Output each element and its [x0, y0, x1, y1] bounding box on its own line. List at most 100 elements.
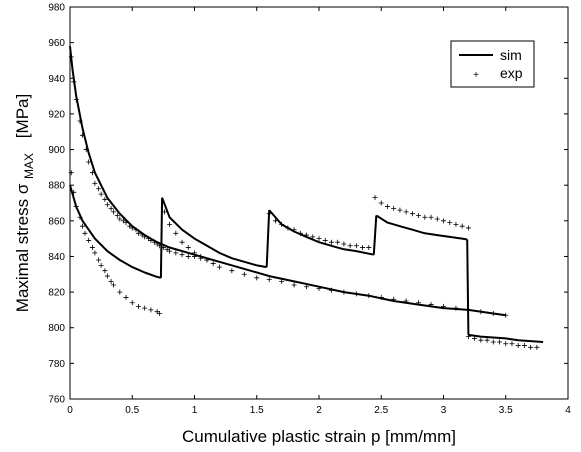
- sim-line-segment: [375, 214, 468, 241]
- exp-point: [133, 227, 139, 233]
- exp-point: [266, 277, 272, 283]
- exp-point: [484, 337, 490, 343]
- exp-point: [117, 289, 123, 295]
- exp-point: [503, 312, 509, 318]
- sim-line-segment: [69, 184, 162, 279]
- exp-point: [167, 221, 173, 227]
- exp-point: [310, 234, 316, 240]
- exp-point: [108, 205, 114, 211]
- exp-point: [198, 253, 204, 259]
- exp-point: [509, 341, 515, 347]
- sim-line-segment: [466, 239, 470, 335]
- exp-point: [142, 234, 148, 240]
- exp-point: [409, 211, 415, 217]
- exp-point: [89, 170, 95, 176]
- exp-point: [397, 207, 403, 213]
- exp-point: [465, 307, 471, 313]
- exp-point: [73, 204, 79, 210]
- y-tick-label: 860: [48, 216, 65, 227]
- exp-point: [441, 303, 446, 309]
- exp-point: [254, 275, 260, 281]
- y-axis-label: Maximal stress σ MAX [MPa]: [13, 94, 37, 312]
- exp-point: [86, 159, 92, 165]
- exp-point: [372, 195, 378, 201]
- exp-point: [341, 289, 347, 295]
- exp-point: [304, 284, 310, 290]
- sim-line-segment: [159, 197, 164, 278]
- exp-point: [353, 243, 359, 249]
- exp-point: [347, 243, 353, 249]
- y-tick-label: 800: [48, 323, 65, 334]
- legend-exp-label: exp: [500, 65, 523, 81]
- exp-point: [378, 200, 384, 206]
- exp-point: [89, 245, 95, 251]
- exp-point: [102, 268, 108, 274]
- exp-point: [328, 239, 334, 245]
- exp-point: [83, 147, 89, 153]
- y-tick-label: 820: [48, 288, 65, 299]
- exp-point: [192, 250, 197, 256]
- exp-point: [322, 237, 328, 243]
- exp-point: [82, 230, 88, 236]
- exp-point: [148, 307, 154, 313]
- exp-point: [73, 97, 79, 103]
- exp-point: [472, 335, 478, 341]
- exp-point: [328, 287, 334, 293]
- legend-box: [450, 40, 535, 88]
- x-tick-label: 4: [565, 405, 571, 416]
- exp-point: [123, 294, 129, 300]
- exp-point: [185, 245, 191, 251]
- legend-sim-label: sim: [500, 47, 522, 63]
- exp-point: [79, 223, 85, 229]
- exp-point: [135, 303, 141, 309]
- exp-point: [204, 257, 210, 263]
- exp-point: [441, 218, 446, 224]
- exp-point: [98, 262, 104, 268]
- exp-point: [378, 294, 384, 300]
- x-tick-label: 1.5: [250, 405, 264, 416]
- exp-point: [173, 250, 179, 256]
- y-tick-label: 840: [48, 252, 65, 263]
- exp-point: [148, 237, 154, 243]
- sim-line-segment: [468, 333, 544, 343]
- exp-point: [291, 227, 297, 233]
- exp-point: [179, 239, 185, 245]
- exp-point: [102, 196, 108, 202]
- exp-point: [266, 211, 272, 217]
- y-tick-label: 960: [48, 38, 65, 49]
- exp-point: [77, 214, 83, 220]
- exp-point: [123, 220, 129, 226]
- y-tick-label: 780: [48, 359, 65, 370]
- exp-point: [77, 118, 83, 124]
- exp-point: [503, 341, 509, 347]
- exp-point: [403, 298, 409, 304]
- exp-point: [111, 209, 117, 215]
- exp-point: [216, 264, 222, 270]
- series-sim-1: [69, 46, 506, 317]
- sim-line-segment: [69, 46, 506, 317]
- sim-line-segment: [268, 209, 375, 256]
- exp-point: [96, 257, 102, 263]
- exp-point: [465, 334, 471, 340]
- exp-point: [157, 243, 163, 249]
- exp-point: [291, 282, 297, 288]
- y-axis-label-sub: MAX: [22, 153, 36, 179]
- exp-point: [241, 271, 247, 277]
- exp-point: [465, 225, 471, 231]
- exp-point: [114, 212, 120, 218]
- y-tick-label: 920: [48, 109, 65, 120]
- exp-point: [534, 344, 540, 350]
- sim-line-segment: [161, 197, 267, 269]
- exp-point: [360, 245, 366, 251]
- exp-point: [416, 212, 422, 218]
- exp-point: [210, 261, 216, 267]
- exp-point: [447, 220, 453, 226]
- exp-point: [185, 253, 191, 259]
- y-axis-label-main: Maximal stress σ: [13, 183, 32, 312]
- exp-point: [366, 245, 372, 251]
- exp-point: [428, 214, 434, 220]
- exp-point: [478, 337, 484, 343]
- exp-point: [490, 339, 496, 345]
- exp-point: [129, 300, 135, 306]
